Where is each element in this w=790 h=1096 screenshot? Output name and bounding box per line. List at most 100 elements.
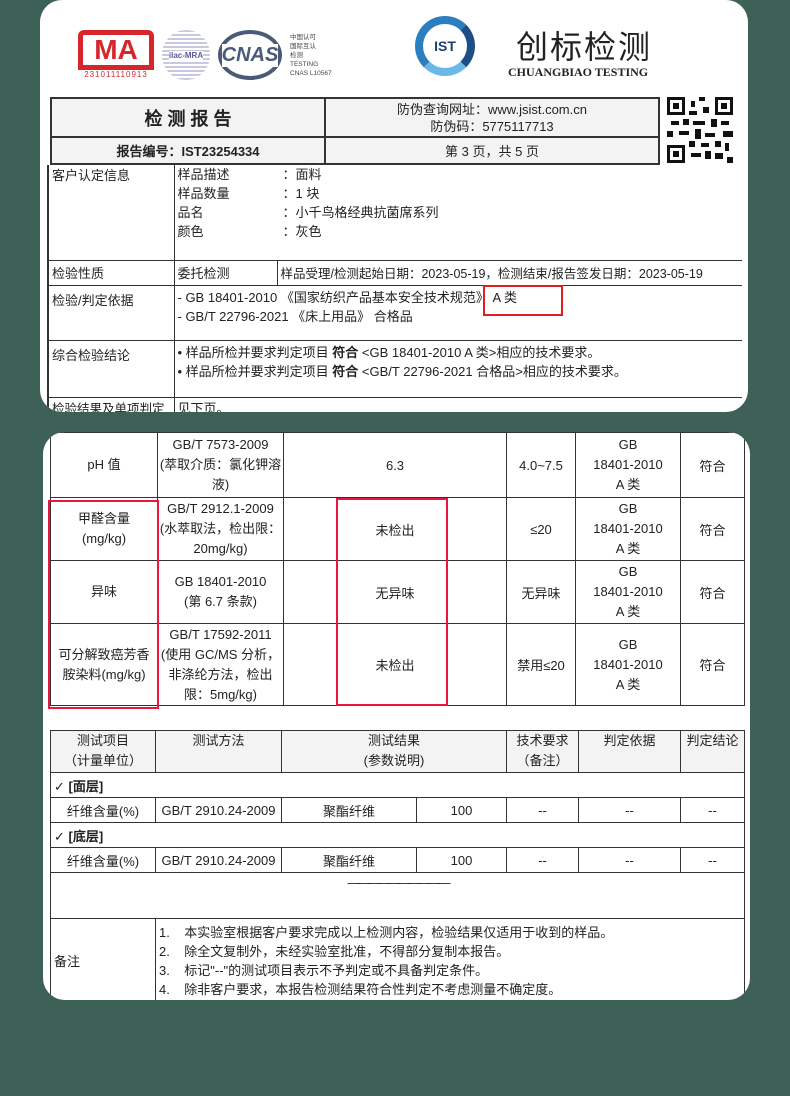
table-row: 纤维含量(%) GB/T 2910.24-2009 聚酯纤维 100 -- -- -- <box>50 797 745 823</box>
note-item: 1. 本实验室根据客户要求完成以上检测内容，检验结果仅适用于收到的样品。 <box>159 924 614 940</box>
cell: -- <box>680 847 745 873</box>
report-info-table: 客户认定信息 样品描述 ：面料 样品数量 ：1 块 品名 ：小千鸟格经典抗菌席系列 颜… <box>47 165 742 412</box>
section-title: ✓ [底层] <box>50 822 745 848</box>
cell: GB/T 2910.24-2009 <box>155 797 282 823</box>
cell: -- <box>506 847 580 873</box>
dates: 样品受理/检测起始日期：2023-05-19，检测结束/报告签发日期：2023-… <box>276 259 742 286</box>
test-item: 异味 <box>50 560 158 624</box>
conclusion-list: • 样品所检并要求判定项目 符合 <GB 18401-2010 A 类>相应的技… <box>173 339 742 398</box>
cell: GB/T 2910.24-2009 <box>155 847 282 873</box>
cell: -- <box>506 797 580 823</box>
customer-info-fields: 样品描述 ：面料 样品数量 ：1 块 品名 ：小千鸟格经典抗菌席系列 颜色 ：灰色 <box>173 165 742 261</box>
column-header: 判定依据 <box>578 730 682 773</box>
header-row: 测试项目 （计量单位） 测试方法 测试结果 (参数说明) 技术要求 （备注） 判定依据 判定结论 <box>50 730 745 773</box>
conclusion-label: 综合检验结论 <box>47 339 175 398</box>
end-line: —————————— <box>50 872 745 919</box>
cell: 纤维含量(%) <box>50 797 156 823</box>
test-item: pH 值 <box>50 432 158 498</box>
cell: 100 <box>415 847 508 873</box>
judgement-basis: GB 18401-2010 A 类 <box>575 432 681 498</box>
verdict: 符合 <box>680 623 745 706</box>
test-item: 可分解致癌芳香 胺染料(mg/kg) <box>50 623 158 706</box>
requirement: 4.0~7.5 <box>506 432 576 498</box>
brand-name-cn: 创标检测 <box>516 28 653 66</box>
verdict: 符合 <box>680 560 745 624</box>
cell: 纤维含量(%) <box>50 847 156 873</box>
page-indicator: 第 3 页，共 5 页 <box>324 136 660 165</box>
field-row: 颜色 ：灰色 <box>177 224 322 239</box>
notes-row: 备注 1. 本实验室根据客户要求完成以上检测内容，检验结果仅适用于收到的样品。 2.… <box>50 918 745 1000</box>
verdict: 符合 <box>680 497 745 561</box>
test-item: 甲醛含量 (mg/kg) <box>50 497 158 561</box>
end-row: —————————— <box>50 872 745 919</box>
column-header: 测试方法 <box>155 730 282 773</box>
cell: 聚酯纤维 <box>281 847 417 873</box>
nature-label: 检验性质 <box>47 259 175 286</box>
basis-label: 检验/判定依据 <box>47 284 175 341</box>
report-number: 报告编号：IST23254334 <box>50 136 326 165</box>
test-method: GB 18401-2010 (第 6.7 条款) <box>157 560 284 624</box>
result-label: 检验结果及单项判定 <box>47 396 175 412</box>
cnas-caption: 中国认可 国际互认 检测 TESTING CNAS L10567 <box>290 34 332 77</box>
note-item: 2. 除全文复制外，未经实验室批准，不得部分复制本报告。 <box>159 943 510 959</box>
requirement: 无异味 <box>506 560 576 624</box>
table-row: 异味 GB 18401-2010 (第 6.7 条款) 无异味 无异味 GB 18401-2… <box>50 560 745 624</box>
highlight-box <box>483 285 563 316</box>
result-value: 见下页。 <box>173 396 742 412</box>
cnas-logo: CNAS <box>218 30 282 80</box>
notes-label: 备注 <box>50 918 156 1000</box>
requirement: ≤20 <box>506 497 576 561</box>
field-row: 样品描述 ：面料 <box>177 167 322 182</box>
column-header: 技术要求 （备注） <box>506 730 580 773</box>
table-row: 甲醛含量 (mg/kg) GB/T 2912.1-2009 (水萃取法，检出限： 20m… <box>50 497 745 561</box>
section-title: ✓ [面层] <box>50 772 745 798</box>
test-result: 6.3 <box>283 432 507 498</box>
judgement-basis: GB 18401-2010 A 类 <box>575 623 681 706</box>
report-title: 检 测 报 告 <box>50 97 326 138</box>
note-item: 3. 标记"--"的测试项目表示不予判定或不具备判定条件。 <box>159 962 489 978</box>
ma-logo: MA 231011110913 <box>78 30 154 82</box>
test-method: GB/T 17592-2011 (使用 GC/MS 分析， 非涤纶方法，检出 限：5m… <box>157 623 284 706</box>
judgement-basis: GB 18401-2010 A 类 <box>575 497 681 561</box>
test-method: GB/T 7573-2009 (萃取介质：氯化钾溶 液) <box>157 432 284 498</box>
highlight-box-items <box>48 500 159 709</box>
report-header-table: 检 测 报 告 防伪查询网址：www.jsist.com.cn 防伪码：57751… <box>50 97 660 165</box>
customer-info-label: 客户认定信息 <box>47 165 175 261</box>
test-method: GB/T 2912.1-2009 (水萃取法，检出限： 20mg/kg) <box>157 497 284 561</box>
nature-value: 委托检测 <box>173 259 278 286</box>
basis-list: - GB 18401-2010 《国家纺织产品基本安全技术规范》 A 类- GB… <box>173 284 742 341</box>
verdict: 符合 <box>680 432 745 498</box>
cell: -- <box>578 797 682 823</box>
verify-info: 防伪查询网址：www.jsist.com.cn 防伪码：5775117713 <box>324 97 660 138</box>
field-row: 样品数量 ：1 块 <box>177 186 320 201</box>
brand-name-en: CHUANGBIAO TESTING <box>508 65 649 79</box>
highlight-box-results <box>336 498 448 706</box>
column-header: 测试结果 (参数说明) <box>280 730 508 773</box>
results-table: pH 值 GB/T 7573-2009 (萃取介质：氯化钾溶 液) 6.3 4.0~7.5… <box>50 432 745 706</box>
column-header: 判定结论 <box>680 730 745 773</box>
section-row: ✓ [底层] <box>50 822 745 848</box>
table-row: 可分解致癌芳香 胺染料(mg/kg) GB/T 17592-2011 (使用 GC/M… <box>50 623 745 706</box>
ist-logo: IST <box>415 16 475 76</box>
test-result: 未检出 <box>283 497 507 561</box>
cell: 100 <box>415 797 508 823</box>
field-row: 品名 ：小千鸟格经典抗菌席系列 <box>177 205 439 220</box>
section-row: ✓ [面层] <box>50 772 745 798</box>
fiber-table: 测试项目 （计量单位） 测试方法 测试结果 (参数说明) 技术要求 （备注） 判定依据 判定结论… <box>50 730 745 1000</box>
cell: -- <box>680 797 745 823</box>
requirement: 禁用≤20 <box>506 623 576 706</box>
report-page-top: MA 231011110913 ilac-MRA CNAS 中国认可 国际互认 检测… <box>40 0 748 412</box>
notes-list: 1. 本实验室根据客户要求完成以上检测内容，检验结果仅适用于收到的样品。 2. 除… <box>155 918 745 1000</box>
note-item: 4. 除非客户要求，本报告检测结果符合性判定不考虑测量不确定度。 <box>159 981 562 997</box>
table-row: 纤维含量(%) GB/T 2910.24-2009 聚酯纤维 100 -- -- -- <box>50 847 745 873</box>
judgement-basis: GB 18401-2010 A 类 <box>575 560 681 624</box>
report-page-results: pH 值 GB/T 7573-2009 (萃取介质：氯化钾溶 液) 6.3 4.0~7.5… <box>43 432 750 1000</box>
cell: -- <box>578 847 682 873</box>
table-row: pH 值 GB/T 7573-2009 (萃取介质：氯化钾溶 液) 6.3 4.0~7.5… <box>50 432 745 498</box>
test-result: 无异味 <box>283 560 507 624</box>
test-result: 未检出 <box>283 623 507 706</box>
column-header: 测试项目 （计量单位） <box>50 730 156 773</box>
ilac-logo: ilac-MRA <box>162 30 210 80</box>
cell: 聚酯纤维 <box>281 797 417 823</box>
qr-code-icon <box>667 97 733 163</box>
